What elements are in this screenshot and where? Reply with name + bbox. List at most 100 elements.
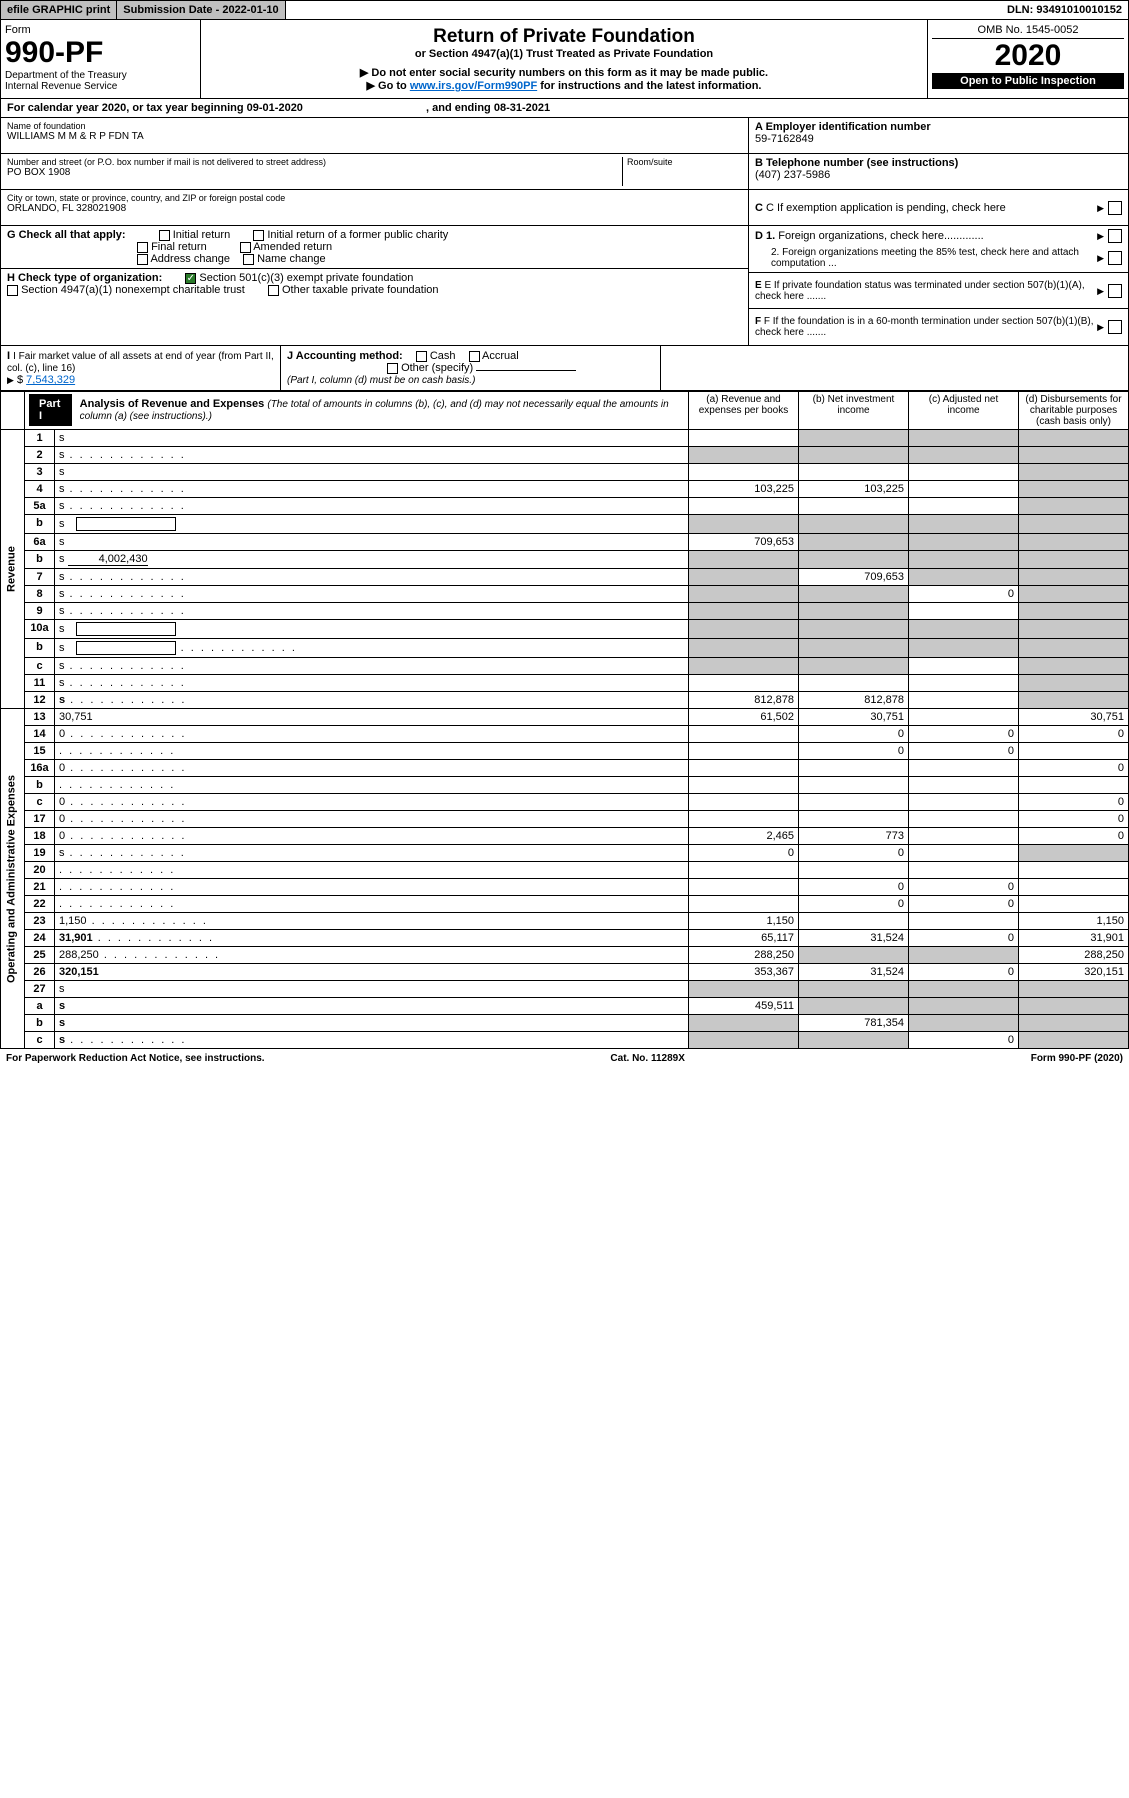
- row-desc: 30,751: [55, 709, 689, 726]
- footer-form: Form 990-PF (2020): [1031, 1053, 1123, 1064]
- checkbox-accrual[interactable]: [469, 351, 480, 362]
- table-row: 5as: [1, 498, 1129, 515]
- amount-cell: [1019, 603, 1129, 620]
- checkbox-initial-return[interactable]: [159, 230, 170, 241]
- amount-cell: [909, 534, 1019, 551]
- table-row: 1500: [1, 743, 1129, 760]
- checkbox-initial-former[interactable]: [253, 230, 264, 241]
- table-row: bs 4,002,430: [1, 551, 1129, 569]
- table-row: b: [1, 777, 1129, 794]
- row-number: c: [25, 658, 55, 675]
- amount-cell: [909, 515, 1019, 534]
- checkbox-501c3[interactable]: [185, 273, 196, 284]
- amount-cell: [799, 947, 909, 964]
- row-desc: 0: [55, 726, 689, 743]
- amount-cell: [1019, 586, 1129, 603]
- amount-cell: 320,151: [1019, 964, 1129, 981]
- arrow-icon: [1097, 202, 1104, 214]
- table-row: 10as: [1, 620, 1129, 639]
- table-row: 20: [1, 862, 1129, 879]
- e-row: E E If private foundation status was ter…: [749, 273, 1128, 309]
- amount-cell: 709,653: [689, 534, 799, 551]
- amount-cell: 459,511: [689, 998, 799, 1015]
- c-pending-row: C C If exemption application is pending,…: [749, 190, 1128, 226]
- amount-cell: [909, 811, 1019, 828]
- row-number: 12: [25, 692, 55, 709]
- amount-cell: [909, 639, 1019, 658]
- table-row: 25288,250288,250288,250: [1, 947, 1129, 964]
- arrow-icon: [1097, 285, 1104, 297]
- footer: For Paperwork Reduction Act Notice, see …: [0, 1049, 1129, 1068]
- irs: Internal Revenue Service: [5, 81, 196, 92]
- amount-cell: 0: [1019, 726, 1129, 743]
- row-number: 8: [25, 586, 55, 603]
- checkbox-address-change[interactable]: [137, 254, 148, 265]
- h-check-row: H Check type of organization: Section 50…: [1, 269, 748, 305]
- row-desc: s: [55, 464, 689, 481]
- fmv-row: I I Fair market value of all assets at e…: [0, 346, 1129, 391]
- table-row: 7s709,653: [1, 569, 1129, 586]
- amount-cell: 30,751: [799, 709, 909, 726]
- row-desc: 0: [55, 760, 689, 777]
- amount-cell: [909, 464, 1019, 481]
- checkbox-e[interactable]: [1108, 284, 1122, 298]
- form990pf-link[interactable]: www.irs.gov/Form990PF: [410, 80, 537, 92]
- amount-cell: 31,524: [799, 964, 909, 981]
- amount-cell: [799, 551, 909, 569]
- row-number: 15: [25, 743, 55, 760]
- form-word: Form: [5, 24, 196, 36]
- table-row: cs: [1, 658, 1129, 675]
- amount-cell: [689, 675, 799, 692]
- row-desc: s: [55, 1032, 689, 1049]
- amount-cell: [689, 1032, 799, 1049]
- row-desc: 0: [55, 794, 689, 811]
- amount-cell: [689, 586, 799, 603]
- amount-cell: 353,367: [689, 964, 799, 981]
- arrow-icon: [7, 374, 14, 386]
- form-header: Form 990-PF Department of the Treasury I…: [0, 20, 1129, 99]
- row-desc: s: [55, 675, 689, 692]
- amount-cell: [909, 862, 1019, 879]
- amount-cell: [689, 603, 799, 620]
- form-right: OMB No. 1545-0052 2020 Open to Public In…: [928, 20, 1128, 98]
- amount-cell: [799, 760, 909, 777]
- row-number: 2: [25, 447, 55, 464]
- amount-cell: [799, 811, 909, 828]
- amount-cell: [689, 743, 799, 760]
- amount-cell: [799, 913, 909, 930]
- checkbox-d2[interactable]: [1108, 251, 1122, 265]
- row-desc: 0: [55, 811, 689, 828]
- fmv-value-link[interactable]: 7,543,329: [26, 374, 75, 386]
- checkbox-final-return[interactable]: [137, 242, 148, 253]
- amount-cell: [909, 845, 1019, 862]
- checkbox-cash[interactable]: [416, 351, 427, 362]
- amount-cell: [909, 1015, 1019, 1032]
- row-number: 24: [25, 930, 55, 947]
- amount-cell: [689, 879, 799, 896]
- row-desc: s: [55, 658, 689, 675]
- amount-cell: 103,225: [799, 481, 909, 498]
- checkbox-other-method[interactable]: [387, 363, 398, 374]
- amount-cell: 1,150: [1019, 913, 1129, 930]
- checkbox-other-taxable[interactable]: [268, 285, 279, 296]
- row-number: 10a: [25, 620, 55, 639]
- checkbox-name-change[interactable]: [243, 254, 254, 265]
- amount-cell: [1019, 1015, 1129, 1032]
- header-bar: efile GRAPHIC print Submission Date - 20…: [0, 0, 1129, 20]
- checkbox-c[interactable]: [1108, 201, 1122, 215]
- checkbox-f[interactable]: [1108, 320, 1122, 334]
- amount-cell: [689, 498, 799, 515]
- table-row: 3s: [1, 464, 1129, 481]
- table-row: 16a00: [1, 760, 1129, 777]
- amount-cell: [689, 726, 799, 743]
- d-row: D 1. Foreign organizations, check here..…: [749, 226, 1128, 273]
- form-left: Form 990-PF Department of the Treasury I…: [1, 20, 201, 98]
- checkbox-d1[interactable]: [1108, 229, 1122, 243]
- amount-cell: [689, 1015, 799, 1032]
- row-number: 7: [25, 569, 55, 586]
- table-row: cs0: [1, 1032, 1129, 1049]
- checkbox-amended[interactable]: [240, 242, 251, 253]
- checkbox-4947a1[interactable]: [7, 285, 18, 296]
- amount-cell: [909, 430, 1019, 447]
- row-desc: s: [55, 603, 689, 620]
